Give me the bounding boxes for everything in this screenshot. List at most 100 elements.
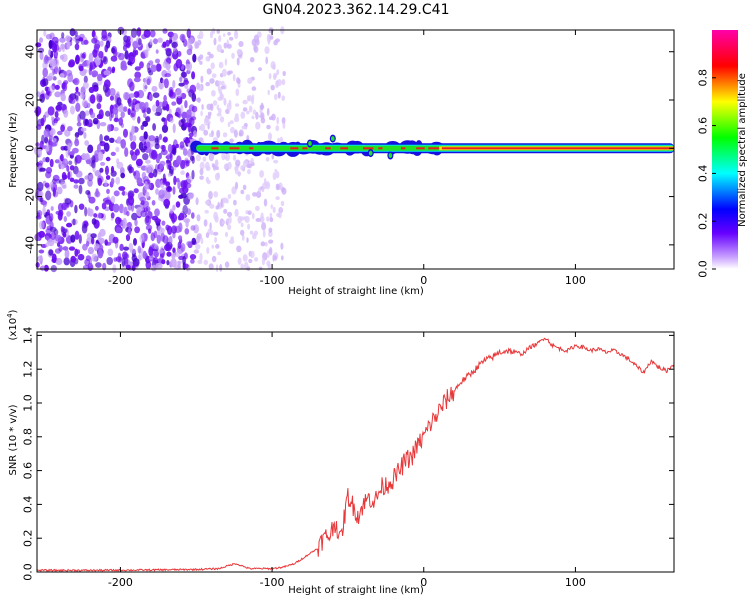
noise-blob <box>102 56 108 65</box>
noise-blob <box>212 137 218 143</box>
noise-blob <box>226 218 230 223</box>
noise-blob <box>134 149 140 156</box>
noise-blob <box>249 57 255 63</box>
noise-blob <box>74 230 80 240</box>
noise-blob <box>178 222 183 233</box>
noise-blob <box>42 201 47 208</box>
noise-blob <box>146 78 151 86</box>
noise-blob <box>227 161 232 170</box>
x-tick-label: -200 <box>108 576 133 589</box>
noise-blob <box>266 260 271 267</box>
noise-blob <box>57 202 64 212</box>
x-tick-label: 100 <box>565 274 586 287</box>
noise-blob <box>78 184 83 195</box>
y-tick-label: 0.8 <box>22 428 35 446</box>
noise-blob <box>272 172 277 181</box>
noise-blob <box>266 250 270 258</box>
noise-blob <box>63 257 70 266</box>
noise-blob <box>171 225 178 234</box>
snr-y-label: SNR (10 * v/v) <box>8 404 19 475</box>
noise-blob <box>266 216 270 222</box>
noise-blob <box>46 209 51 216</box>
noise-blob <box>232 73 236 82</box>
noise-blob <box>184 100 188 109</box>
noise-blob <box>122 190 125 196</box>
noise-blob <box>205 232 210 239</box>
noise-blob <box>198 30 204 40</box>
band-peak <box>211 147 219 150</box>
noise-blob <box>84 206 88 217</box>
noise-blob <box>274 93 278 101</box>
noise-blob <box>240 165 245 171</box>
noise-blob <box>75 102 81 113</box>
noise-blob <box>37 255 43 262</box>
noise-blob <box>240 222 244 228</box>
noise-blob <box>267 36 271 45</box>
noise-blob <box>97 249 104 259</box>
noise-blob <box>52 187 56 197</box>
noise-blob <box>248 258 253 264</box>
noise-blob <box>44 136 49 144</box>
noise-blob <box>84 140 90 146</box>
noise-blob <box>228 70 234 75</box>
noise-blob <box>58 245 63 252</box>
noise-blob <box>179 141 185 149</box>
noise-blob <box>235 103 240 107</box>
noise-blob <box>149 30 156 38</box>
noise-blob <box>276 79 279 88</box>
noise-blob <box>280 242 284 250</box>
noise-blob <box>195 243 201 250</box>
noise-blob <box>87 144 94 154</box>
noise-blob <box>76 121 82 127</box>
noise-blob <box>173 175 177 186</box>
noise-blob <box>146 107 151 115</box>
noise-blob <box>172 186 176 195</box>
noise-blob <box>143 131 148 140</box>
noise-blob <box>60 164 65 170</box>
band-peak <box>229 147 240 150</box>
noise-blob <box>74 204 78 214</box>
noise-blob <box>94 190 101 198</box>
noise-blob <box>69 165 75 171</box>
noise-blob <box>109 88 116 96</box>
noise-blob <box>99 167 104 173</box>
noise-blob <box>226 211 233 217</box>
noise-blob <box>120 172 126 179</box>
noise-blob <box>105 40 111 49</box>
noise-blob <box>118 52 125 61</box>
noise-blob <box>158 101 164 108</box>
noise-blob <box>260 241 266 247</box>
noise-blob <box>104 199 112 205</box>
noise-blob <box>134 66 141 71</box>
noise-blob <box>105 156 111 162</box>
noise-blob <box>88 52 94 63</box>
noise-blob <box>162 28 168 34</box>
noise-blob <box>91 155 96 164</box>
noise-blob <box>162 177 166 185</box>
spectrogram-y-ticks: -40 -20 0 20 40 <box>24 45 674 254</box>
noise-blob <box>82 265 90 270</box>
noise-blob <box>258 67 262 71</box>
noise-blob <box>223 33 226 37</box>
noise-blob <box>161 220 166 226</box>
noise-blob <box>100 161 106 166</box>
noise-blob <box>220 198 223 208</box>
spectrogram-signal-band <box>190 134 675 160</box>
y-tick-label: 1.2 <box>22 360 35 378</box>
noise-blob <box>247 77 253 84</box>
noise-blob <box>169 36 173 44</box>
noise-blob <box>91 37 98 44</box>
noise-blob <box>268 230 273 238</box>
noise-blob <box>54 234 62 242</box>
noise-blob <box>60 225 64 233</box>
colorbar-tick-label: 0.0 <box>697 260 710 278</box>
noise-blob <box>148 246 154 256</box>
noise-blob <box>85 190 91 195</box>
noise-blob <box>139 61 144 69</box>
noise-blob <box>54 159 60 164</box>
noise-blob <box>226 102 232 111</box>
noise-blob <box>48 72 54 81</box>
noise-blob <box>43 56 50 65</box>
noise-blob <box>275 183 280 191</box>
